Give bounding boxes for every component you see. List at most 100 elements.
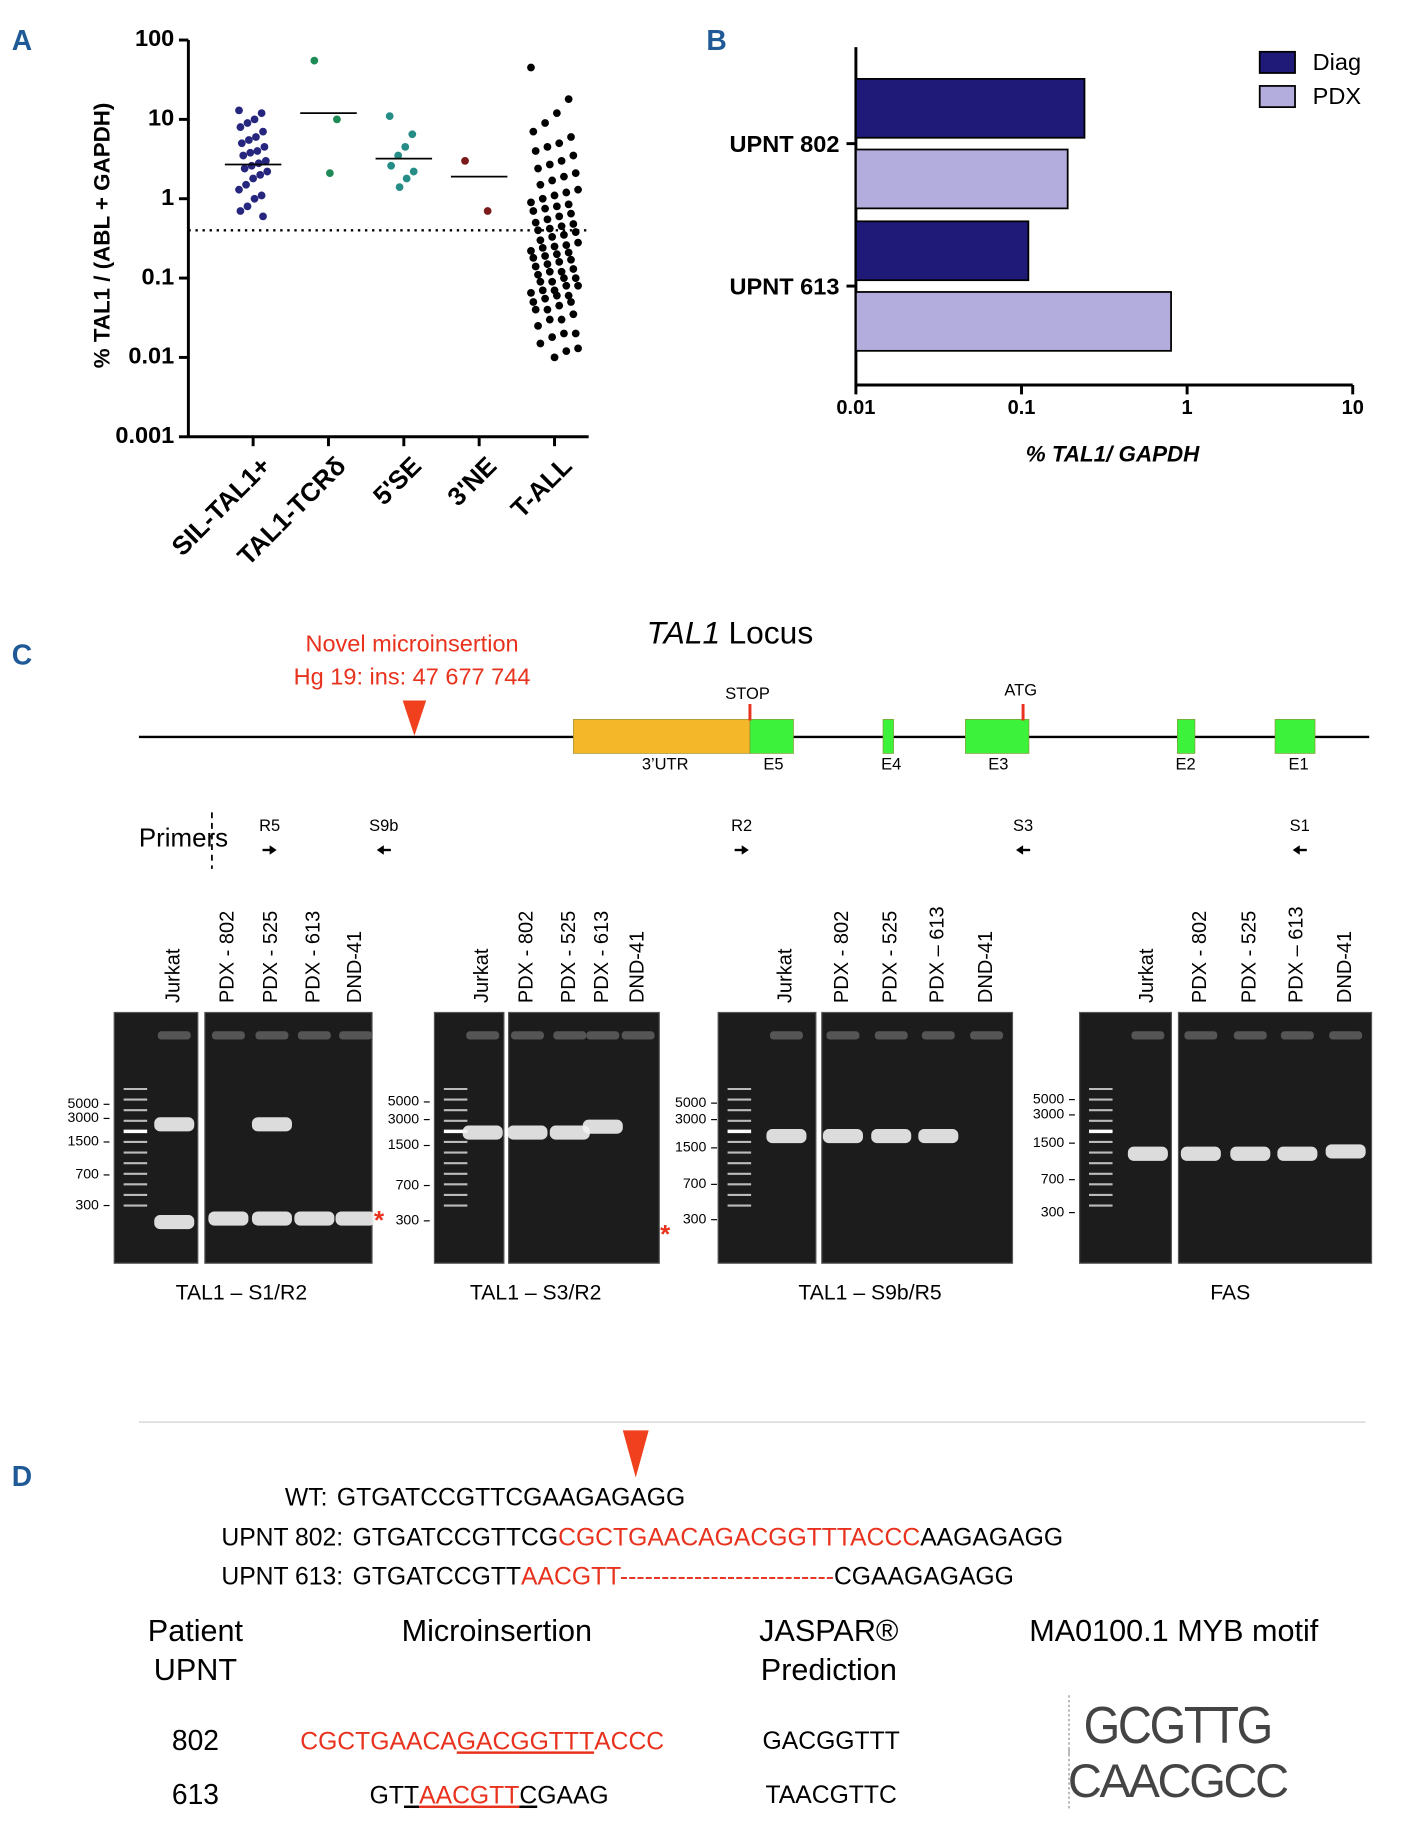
insertion-part: GAAG (537, 1782, 608, 1809)
sequence-part: AAGAGAGG (920, 1524, 1063, 1551)
data-point (569, 220, 578, 228)
gel-band (294, 1211, 335, 1226)
gel-well (586, 1031, 620, 1040)
gel-well (466, 1031, 500, 1040)
data-point (552, 109, 561, 117)
data-point (534, 226, 542, 235)
gel-band (208, 1211, 249, 1226)
data-point (237, 139, 246, 148)
sequence-row: UPNT 802: GTGATCCGTTCGCGCTGAACAGACGGTTTAC… (221, 1524, 1063, 1551)
data-point (560, 172, 568, 181)
gel-band (251, 1211, 292, 1226)
data-point (235, 185, 243, 194)
insertion-sequence: GTTAACGTTCGAAG (370, 1782, 609, 1809)
data-point (574, 281, 582, 290)
data-point (569, 265, 578, 273)
table-header: UPNT (154, 1653, 237, 1687)
lane-label: DND-41 (1334, 931, 1356, 1003)
panel-label: B (706, 24, 726, 56)
panel-label: A (12, 24, 32, 56)
data-point (531, 305, 540, 314)
exon (1177, 719, 1196, 754)
y-tick-label: 1 (161, 184, 174, 210)
x-tick-label: 0.1 (1008, 397, 1036, 419)
data-point (567, 133, 575, 141)
gel-band (871, 1129, 912, 1144)
patient-id: 613 (172, 1778, 219, 1810)
prediction: TAACGTTC (765, 1782, 896, 1809)
data-point (243, 119, 252, 127)
data-point (545, 267, 554, 276)
data-point (548, 176, 557, 185)
primer-label: R2 (731, 817, 752, 835)
lane-label: PDX - 802 (516, 911, 538, 1003)
sequence-part: GTGATCCGTTCG (353, 1524, 559, 1551)
legend-swatch (1258, 50, 1296, 74)
primer-label: S3 (1013, 817, 1033, 835)
gel-well (1184, 1031, 1218, 1040)
sequence-label: WT: (285, 1484, 328, 1511)
sequence-part: CGCTGAACAGACGGTTTACCC (558, 1524, 920, 1551)
data-point (574, 238, 582, 247)
data-point (550, 353, 559, 362)
gel-well (1233, 1031, 1267, 1040)
ladder-label: 700 (1041, 1170, 1065, 1186)
gel-block (204, 1011, 373, 1264)
gel-band (766, 1129, 807, 1144)
marker-label: ATG (1004, 681, 1037, 699)
gel-band (154, 1214, 195, 1230)
data-point (240, 164, 249, 173)
data-point (534, 164, 542, 173)
primer-arrowhead (1292, 845, 1300, 855)
data-point (557, 267, 566, 276)
ladder-label: 700 (683, 1175, 707, 1191)
insertion-part: GACGGTTT (457, 1728, 594, 1755)
x-tick-label: 1 (1182, 397, 1193, 419)
table-header: MA0100.1 MYB motif (1029, 1614, 1319, 1648)
gel-title: FAS (1210, 1281, 1250, 1304)
table-header: Patient (148, 1614, 244, 1648)
ladder-label: 1500 (388, 1136, 420, 1152)
data-point (564, 248, 573, 257)
data-point (260, 143, 269, 151)
ladder-label: 3000 (388, 1110, 420, 1126)
data-point (247, 161, 256, 170)
primer-arrowhead (741, 845, 749, 855)
data-point (545, 160, 554, 169)
region-label: E1 (1288, 756, 1308, 774)
lane-label: PDX - 613 (591, 911, 613, 1003)
data-point (567, 209, 575, 218)
data-point (394, 151, 403, 160)
data-point (538, 286, 547, 295)
gel-title: TAL1 – S9b/R5 (798, 1281, 941, 1304)
lane-label: PDX – 613 (927, 906, 949, 1003)
utr (573, 719, 751, 754)
locus-title-rest: Locus (728, 615, 813, 651)
insertion-marker (402, 700, 427, 736)
legend-swatch (1258, 85, 1296, 109)
gel-well (339, 1031, 373, 1040)
lane-label: Jurkat (471, 948, 493, 1003)
ladder-label: 300 (396, 1212, 420, 1228)
bar (855, 77, 1086, 139)
gel-band (822, 1129, 863, 1144)
gel-band (507, 1125, 548, 1140)
data-point (395, 183, 404, 192)
ladder-label: 300 (683, 1210, 707, 1226)
data-point (567, 298, 575, 306)
table-header: JASPAR® (759, 1614, 899, 1648)
gel-well (1280, 1031, 1314, 1040)
x-tick-label: 5'SE (368, 452, 427, 511)
data-point (483, 207, 492, 215)
data-point (239, 151, 248, 160)
insertion-part: CGCTGAACA (300, 1728, 457, 1755)
data-point (529, 127, 538, 136)
table-header: Microinsertion (402, 1614, 592, 1648)
data-point (571, 169, 580, 178)
ladder-label: 700 (396, 1176, 420, 1192)
sequence-part: GTGATCCGTTCGAAGAGAGG (337, 1484, 685, 1511)
data-point (564, 95, 573, 104)
sequence-label: UPNT 802: (221, 1524, 343, 1551)
panel-label: C (12, 638, 32, 670)
